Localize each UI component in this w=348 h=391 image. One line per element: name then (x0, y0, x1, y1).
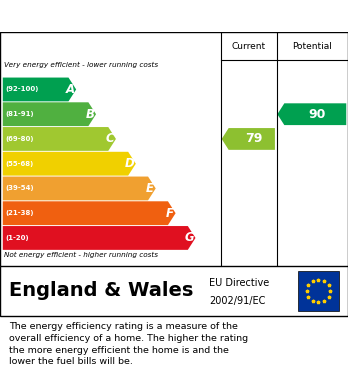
Text: F: F (166, 207, 174, 220)
Text: A: A (65, 83, 74, 96)
Text: Potential: Potential (292, 41, 332, 50)
Text: B: B (85, 108, 94, 121)
Text: Not energy efficient - higher running costs: Not energy efficient - higher running co… (4, 251, 158, 258)
Text: Very energy efficient - lower running costs: Very energy efficient - lower running co… (4, 62, 158, 68)
Text: EU Directive: EU Directive (209, 278, 269, 289)
Text: England & Wales: England & Wales (9, 282, 193, 301)
Text: D: D (124, 157, 134, 170)
Polygon shape (3, 77, 76, 101)
Text: (69-80): (69-80) (5, 136, 34, 142)
Text: Current: Current (232, 41, 266, 50)
Polygon shape (277, 103, 346, 125)
Text: C: C (105, 133, 114, 145)
Text: (39-54): (39-54) (5, 185, 34, 192)
Text: 79: 79 (245, 133, 263, 145)
Text: 2002/91/EC: 2002/91/EC (209, 296, 265, 306)
Polygon shape (222, 128, 275, 150)
Text: E: E (146, 182, 154, 195)
Polygon shape (3, 177, 156, 200)
Text: (81-91): (81-91) (5, 111, 34, 117)
Text: G: G (184, 231, 194, 244)
Polygon shape (3, 201, 176, 225)
Bar (298, 271, 339, 311)
Text: (21-38): (21-38) (5, 210, 34, 216)
Polygon shape (3, 127, 116, 151)
Text: (92-100): (92-100) (5, 86, 39, 92)
Text: Energy Efficiency Rating: Energy Efficiency Rating (9, 9, 211, 23)
Text: 90: 90 (309, 108, 326, 121)
Text: The energy efficiency rating is a measure of the
overall efficiency of a home. T: The energy efficiency rating is a measur… (9, 322, 248, 366)
Polygon shape (3, 226, 196, 250)
Text: (55-68): (55-68) (5, 161, 33, 167)
Polygon shape (3, 102, 96, 126)
Text: (1-20): (1-20) (5, 235, 29, 241)
Polygon shape (3, 152, 136, 176)
